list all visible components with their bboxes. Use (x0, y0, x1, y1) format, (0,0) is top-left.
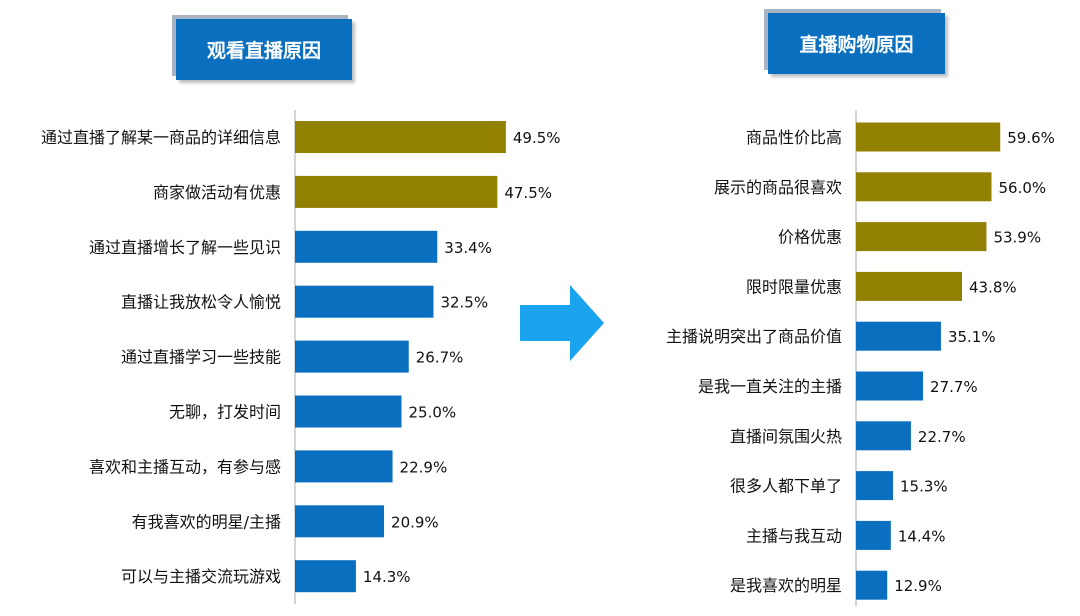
value-label: 32.5% (440, 294, 488, 312)
value-label: 20.9% (391, 513, 439, 531)
value-label: 22.9% (400, 458, 448, 476)
category-label: 有我喜欢的明星/主播 (132, 512, 281, 531)
category-label: 通过直播了解某一商品的详细信息 (41, 128, 281, 147)
category-label: 商品性价比高 (746, 128, 842, 147)
bar (856, 122, 1001, 152)
bar (295, 505, 385, 538)
value-label: 14.3% (363, 568, 411, 586)
value-label: 49.5% (513, 129, 561, 147)
category-label: 主播说明突出了商品价值 (666, 327, 842, 346)
category-label: 直播间氛围火热 (730, 427, 842, 446)
bar (295, 285, 434, 318)
bar (295, 121, 506, 153)
value-label: 35.1% (948, 328, 996, 346)
value-label: 43.8% (969, 278, 1017, 296)
bar (295, 395, 402, 428)
value-label: 59.6% (1007, 129, 1055, 147)
bar (856, 570, 888, 600)
value-label: 56.0% (999, 179, 1047, 197)
value-label: 25.0% (409, 404, 457, 422)
category-label: 展示的商品很喜欢 (714, 178, 842, 197)
category-label: 是我一直关注的主播 (698, 377, 842, 396)
chart-title-watch-reasons: 观看直播原因 (176, 19, 352, 80)
value-label: 15.3% (900, 478, 948, 496)
bar (856, 520, 891, 550)
value-label: 53.9% (993, 229, 1041, 247)
bar (856, 371, 924, 401)
category-label: 喜欢和主播互动，有参与感 (89, 457, 281, 476)
value-label: 47.5% (504, 184, 552, 202)
value-label: 14.4% (898, 527, 946, 545)
value-label: 22.7% (918, 428, 966, 446)
value-label: 33.4% (444, 239, 492, 257)
bar (295, 560, 356, 593)
category-label: 通过直播增长了解一些见识 (89, 238, 281, 257)
bar (856, 222, 987, 252)
value-label: 12.9% (894, 577, 942, 595)
value-label: 26.7% (416, 349, 464, 367)
bar (856, 172, 992, 202)
category-label: 通过直播学习一些技能 (121, 348, 281, 367)
bar (856, 471, 894, 501)
category-label: 商家做活动有优惠 (153, 183, 281, 202)
category-label: 很多人都下单了 (730, 477, 842, 496)
bar (856, 421, 911, 451)
bar (856, 321, 941, 351)
category-label: 价格优惠 (778, 228, 842, 247)
category-label: 主播与我互动 (746, 526, 842, 545)
value-label: 27.7% (930, 378, 978, 396)
bar (856, 271, 962, 301)
category-label: 直播让我放松令人愉悦 (121, 293, 281, 312)
right-arrow-icon (520, 285, 604, 361)
bar (295, 450, 393, 483)
bar (295, 340, 409, 373)
category-label: 无聊，打发时间 (169, 403, 281, 422)
chart-title-shopping-reasons: 直播购物原因 (768, 13, 945, 74)
category-label: 是我喜欢的明星 (730, 576, 842, 595)
category-label: 可以与主播交流玩游戏 (121, 567, 281, 586)
bar (295, 230, 438, 263)
category-label: 限时限量优惠 (746, 277, 842, 296)
bar (295, 175, 498, 208)
